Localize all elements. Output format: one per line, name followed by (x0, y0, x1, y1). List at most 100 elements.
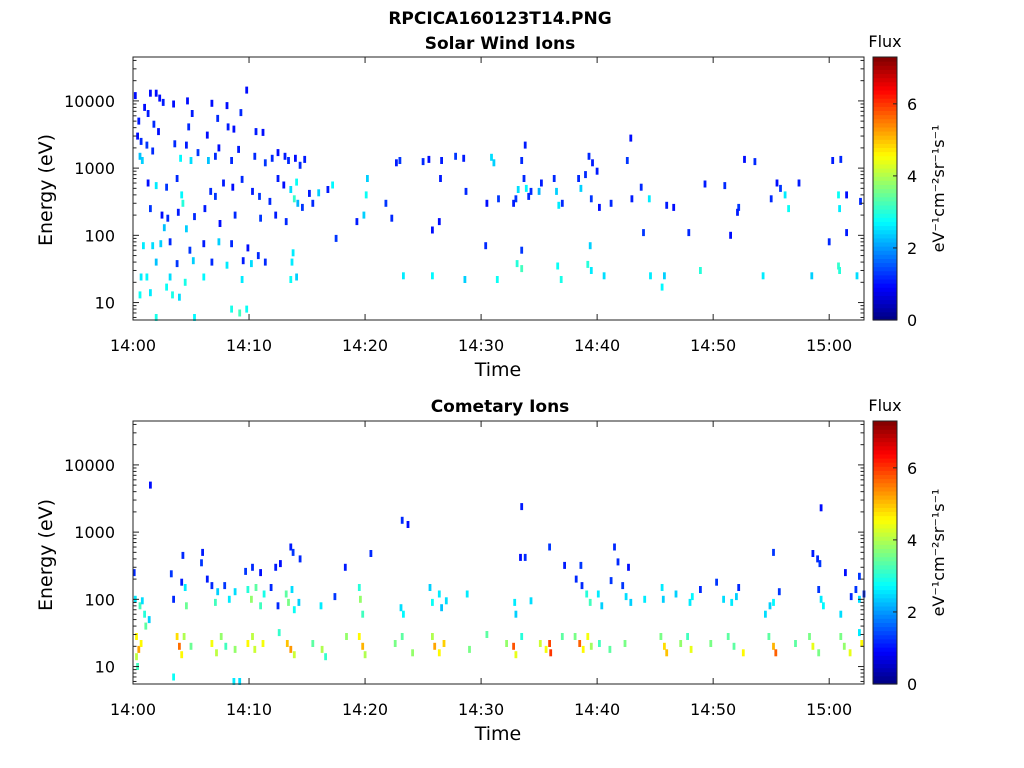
colorbar-segment (873, 421, 897, 426)
heatmap-cell (465, 590, 469, 598)
heatmap-cell (230, 240, 233, 248)
colorbar-segment (873, 287, 897, 292)
heatmap-cell (282, 181, 286, 189)
colorbar: 0 2 4 6 eV⁻¹cm⁻²sr⁻¹s⁻¹ (872, 420, 948, 694)
colorbar-segment (873, 679, 897, 685)
heatmap-cell (188, 246, 192, 254)
heatmap-cell (261, 640, 265, 647)
heatmap-cell (191, 257, 195, 265)
heatmap-cell (433, 642, 437, 650)
heatmap-cell (219, 633, 223, 640)
y-tick-label: 100 (84, 226, 115, 245)
heatmap-cell (274, 211, 278, 219)
colorbar-segment (873, 65, 897, 70)
heatmap-cell (586, 633, 590, 640)
colorbar-segment (873, 291, 897, 296)
heatmap-cell (512, 199, 515, 207)
colorbar-segment (873, 527, 897, 533)
heatmap-cell (540, 179, 543, 187)
heatmap-cell (190, 110, 194, 117)
colorbar-segment (873, 544, 897, 549)
heatmap-cell (609, 577, 613, 585)
heatmap-cell (663, 272, 666, 280)
heatmap-cell (166, 214, 170, 222)
heatmap-cell (629, 598, 633, 606)
heatmap-cell (520, 157, 524, 164)
heatmap-cell (556, 262, 560, 270)
heatmap-cell (464, 187, 468, 195)
heatmap-cell (537, 187, 541, 195)
heatmap-cell (627, 563, 630, 571)
heatmap-cell (364, 191, 368, 199)
colorbar-segment (873, 135, 897, 140)
heatmap-cell (492, 159, 496, 167)
colorbar-segment (873, 98, 897, 103)
heatmap-cell (361, 642, 365, 650)
y-tick-label: 10000 (64, 92, 115, 111)
heatmap-cell (145, 273, 149, 281)
heatmap-cell (146, 110, 150, 117)
colorbar-segment (873, 478, 897, 484)
heatmap-cell (774, 649, 778, 657)
colorbar-segment (873, 163, 897, 169)
heatmap-cell (485, 631, 489, 638)
heatmap-cell (294, 154, 297, 162)
heatmap-cell (844, 569, 847, 577)
heatmap-cell (624, 593, 628, 601)
heatmap-cell (287, 598, 290, 606)
colorbar-tick-label: 0 (907, 311, 917, 330)
heatmap-cell (203, 205, 207, 213)
heatmap-cell (559, 276, 563, 283)
heatmap-cell (787, 205, 790, 213)
heatmap-cell (366, 175, 369, 182)
heatmap-cell (591, 159, 594, 167)
heatmap-cell (577, 175, 580, 182)
heatmap-cell (775, 179, 779, 187)
colorbar-segment (873, 638, 897, 644)
heatmap-cell (139, 640, 143, 647)
heatmap-cell (783, 191, 787, 199)
heatmap-cell (616, 558, 620, 566)
heatmap-cell (399, 604, 403, 612)
heatmap-cell (431, 272, 434, 280)
heatmap-cell (230, 305, 233, 313)
colorbar-segment (873, 225, 897, 231)
heatmap-cell (544, 645, 548, 653)
heatmap-cell (687, 229, 691, 237)
colorbar-segment (873, 622, 897, 628)
heatmap-cell (232, 125, 236, 133)
colorbar-segment (873, 73, 897, 79)
heatmap-cell (529, 187, 533, 195)
heatmap-cell (548, 543, 551, 551)
colorbar-segment (873, 568, 897, 574)
heatmap-cell (602, 272, 606, 280)
heatmap-cell (241, 257, 245, 265)
heatmap-cell (186, 97, 189, 105)
colorbar-segment (873, 548, 897, 554)
heatmap-cell (297, 598, 301, 606)
heatmap-cell (179, 154, 182, 162)
heatmap-cell (462, 154, 466, 162)
heatmap-cell (520, 503, 524, 511)
colorbar-segment (873, 675, 897, 681)
heatmap-cell (205, 575, 209, 583)
colorbar-segment (873, 114, 897, 120)
heatmap-cell (723, 182, 727, 190)
heatmap-cell (709, 640, 713, 647)
colorbar-segment (873, 671, 897, 677)
heatmap-cell (440, 604, 443, 612)
heatmap-cell (630, 195, 634, 203)
heatmap-cell (390, 214, 394, 222)
heatmap-cell (848, 649, 852, 657)
heatmap-cell (505, 640, 508, 647)
heatmap-cell (149, 481, 152, 489)
colorbar-segment (873, 651, 897, 656)
heatmap-cell (240, 276, 244, 283)
heatmap-cell (168, 273, 172, 281)
heatmap-cell (175, 633, 179, 640)
heatmap-cell (586, 260, 590, 268)
heatmap-cell (180, 651, 184, 659)
colorbar-segment (873, 176, 897, 181)
y-tick-label: 10000 (64, 456, 115, 475)
